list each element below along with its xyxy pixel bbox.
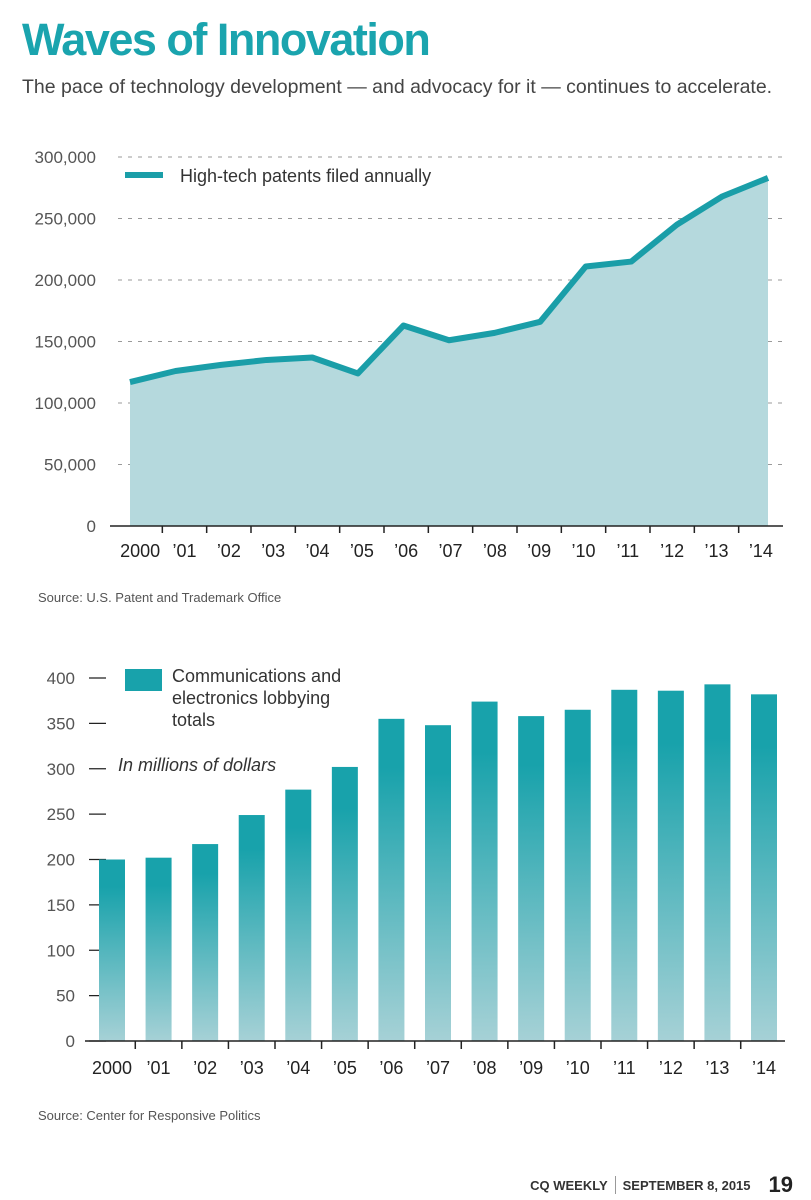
bar xyxy=(425,725,451,1041)
bar xyxy=(704,684,731,1041)
x-tick-label: ’04 xyxy=(286,1058,310,1078)
x-tick-label: ’12 xyxy=(660,541,684,561)
legend-label-line-3: totals xyxy=(172,710,215,730)
patents-series-line xyxy=(129,175,770,386)
bar xyxy=(285,789,312,1041)
x-tick-label: ’06 xyxy=(379,1058,403,1078)
y-tick-label: 150 xyxy=(47,896,75,915)
x-tick-label: 2000 xyxy=(92,1058,132,1078)
y-tick-label: 350 xyxy=(47,714,75,733)
y-axis-ticks: 0 50,000 100,000 150,000 200,000 250,000 300,0… xyxy=(35,148,96,536)
x-tick-label: ’05 xyxy=(333,1058,357,1078)
page-number: 19 xyxy=(768,1172,793,1197)
x-tick-label: ’12 xyxy=(659,1058,683,1078)
y-tick-label: 250 xyxy=(47,805,75,824)
y-axis-ticks: 0 50 100 150 200 250 300 350 400 xyxy=(47,669,106,1051)
y-tick-label: 100 xyxy=(47,941,75,960)
x-tick-label: ’14 xyxy=(752,1058,776,1078)
x-tick-label: ’03 xyxy=(261,541,285,561)
legend: Communications and electronics lobbying … xyxy=(125,666,341,730)
legend: High-tech patents filed annually xyxy=(125,166,431,186)
bar xyxy=(564,709,591,1041)
x-tick-label: ’09 xyxy=(519,1058,543,1078)
y-tick-label: 400 xyxy=(47,669,75,688)
y-tick-label: 100,000 xyxy=(35,394,96,413)
bar xyxy=(331,766,358,1041)
page-title: Waves of Innovation xyxy=(22,14,431,65)
source-note-patents: Source: U.S. Patent and Trademark Office xyxy=(38,590,282,605)
bar xyxy=(99,859,125,1041)
units-note: In millions of dollars xyxy=(118,755,276,775)
x-tick-label: ’02 xyxy=(193,1058,217,1078)
y-tick-label: 50,000 xyxy=(44,456,96,475)
x-tick-label: ’10 xyxy=(571,541,595,561)
x-tick-label: ’01 xyxy=(172,541,196,561)
bar xyxy=(518,716,545,1041)
source-note-lobbying: Source: Center for Responsive Politics xyxy=(38,1108,261,1123)
page-footer: CQ WEEKLY SEPTEMBER 8, 2015 19 xyxy=(530,1172,793,1198)
bar xyxy=(378,718,405,1041)
bars xyxy=(99,684,777,1041)
x-axis-ticks: 2000 ’01 ’02 ’03 ’04 ’05 ’06 ’07 ’08 ’09 ’10 ’11 ’12… xyxy=(120,526,773,561)
y-tick-label: 0 xyxy=(66,1032,75,1051)
x-tick-label: ’03 xyxy=(240,1058,264,1078)
x-tick-label: ’04 xyxy=(305,541,329,561)
bar xyxy=(657,690,684,1041)
x-tick-label: ’08 xyxy=(483,541,507,561)
y-tick-label: 250,000 xyxy=(35,210,96,229)
bar xyxy=(471,701,498,1041)
x-tick-label: ’01 xyxy=(147,1058,171,1078)
x-tick-label: ’05 xyxy=(350,541,374,561)
bar xyxy=(238,815,265,1041)
y-tick-label: 200,000 xyxy=(35,271,96,290)
issue-date: SEPTEMBER 8, 2015 xyxy=(622,1177,751,1193)
x-tick-label: ’14 xyxy=(749,541,773,561)
y-tick-label: 300 xyxy=(47,760,75,779)
patents-area-chart: 0 50,000 100,000 150,000 200,000 250,000 300,0… xyxy=(35,148,783,561)
bar xyxy=(192,844,219,1041)
x-tick-label: ’11 xyxy=(616,541,639,561)
y-tick-label: 0 xyxy=(87,517,96,536)
x-tick-label: ’06 xyxy=(394,541,418,561)
x-tick-label: 2000 xyxy=(120,541,160,561)
legend-label-line-2: electronics lobbying xyxy=(172,688,330,708)
footer-divider xyxy=(614,1176,616,1194)
lobbying-bar-chart: 0 50 100 150 200 250 300 350 400 2000 ’01 ’02 ’03 ’0… xyxy=(47,666,785,1078)
x-tick-label: ’13 xyxy=(704,541,728,561)
y-tick-label: 200 xyxy=(47,851,75,870)
y-tick-label: 50 xyxy=(56,987,75,1006)
legend-label: High-tech patents filed annually xyxy=(180,166,431,186)
x-tick-label: ’02 xyxy=(217,541,241,561)
legend-label-line-1: Communications and xyxy=(172,666,341,686)
x-axis-ticks: 2000 ’01 ’02 ’03 ’04 ’05 ’06 ’07 ’08 ’09 ’10 ’11 ’12… xyxy=(92,1041,776,1078)
x-tick-label: ’07 xyxy=(426,1058,450,1078)
page-subtitle: The pace of technology development — and… xyxy=(22,76,773,98)
bar xyxy=(145,857,172,1041)
y-tick-label: 300,000 xyxy=(35,148,96,167)
legend-bar-swatch xyxy=(125,669,162,691)
x-tick-label: ’09 xyxy=(527,541,551,561)
x-tick-label: ’13 xyxy=(705,1058,729,1078)
x-tick-label: ’08 xyxy=(473,1058,497,1078)
x-tick-label: ’07 xyxy=(438,541,462,561)
bar xyxy=(751,694,777,1041)
y-tick-label: 150,000 xyxy=(35,333,96,352)
bar xyxy=(611,689,638,1041)
x-tick-label: ’10 xyxy=(566,1058,590,1078)
publication-name: CQ WEEKLY xyxy=(530,1177,608,1193)
x-tick-label: ’11 xyxy=(613,1058,636,1078)
